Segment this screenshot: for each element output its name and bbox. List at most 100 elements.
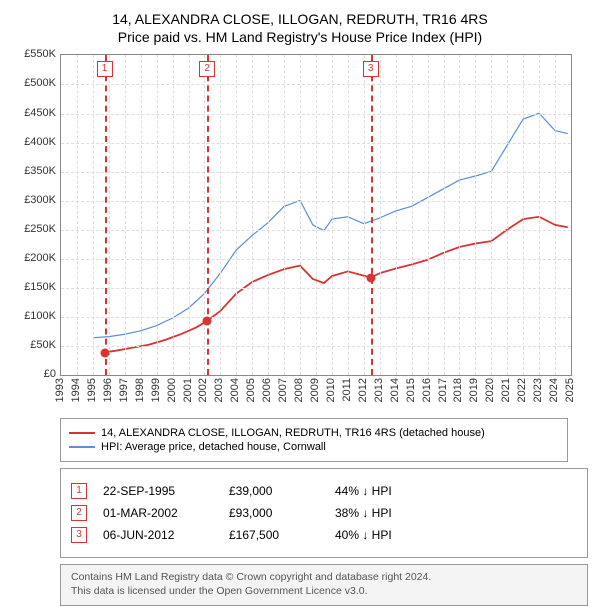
grid-x (125, 55, 126, 375)
x-axis-label: 1993 (54, 378, 66, 402)
footer-box: Contains HM Land Registry data © Crown c… (60, 564, 588, 605)
x-axis-label: 2007 (277, 378, 289, 402)
marker-number: 1 (97, 61, 113, 77)
grid-x (141, 55, 142, 375)
x-axis-label: 2011 (341, 378, 353, 402)
chart-container: 123 £0 £50K £100K £150K £200K £250K £300K £350K… (10, 54, 570, 414)
x-axis-label: 2019 (468, 378, 480, 402)
legend-swatch (69, 432, 95, 434)
grid-x (189, 55, 190, 375)
x-axis-label: 1994 (70, 378, 82, 402)
grid-x (539, 55, 540, 375)
grid-x (332, 55, 333, 375)
grid-x (396, 55, 397, 375)
grid-x (77, 55, 78, 375)
sales-number: 3 (71, 527, 87, 543)
y-axis-label: £450K (10, 107, 56, 119)
x-axis-label: 2004 (229, 378, 241, 402)
x-axis-label: 2009 (309, 378, 321, 402)
x-axis-label: 2010 (325, 378, 337, 402)
marker-line (105, 55, 107, 375)
grid-x (204, 55, 205, 375)
grid-x (491, 55, 492, 375)
x-axis-label: 2023 (532, 378, 544, 402)
grid-x (475, 55, 476, 375)
sales-number: 2 (71, 505, 87, 521)
chart-title-2: Price paid vs. HM Land Registry's House … (10, 28, 590, 46)
x-axis-label: 2002 (197, 378, 209, 402)
sales-row: 122-SEP-1995£39,00044% ↓ HPI (71, 483, 577, 499)
grid-x (412, 55, 413, 375)
sales-date: 22-SEP-1995 (103, 484, 213, 498)
y-axis-label: £100K (10, 310, 56, 322)
sales-price: £39,000 (229, 484, 319, 498)
grid-x (284, 55, 285, 375)
grid-x (444, 55, 445, 375)
x-axis-label: 2000 (166, 378, 178, 402)
legend-row: HPI: Average price, detached house, Corn… (69, 441, 559, 453)
grid-x (428, 55, 429, 375)
grid-x (157, 55, 158, 375)
marker-line (371, 55, 373, 375)
grid-x (252, 55, 253, 375)
grid-x (459, 55, 460, 375)
x-axis-label: 2013 (373, 378, 385, 402)
y-axis-label: £300K (10, 194, 56, 206)
grid-x (93, 55, 94, 375)
grid-x (555, 55, 556, 375)
sales-diff: 38% ↓ HPI (335, 506, 392, 520)
grid-x (268, 55, 269, 375)
sales-price: £93,000 (229, 506, 319, 520)
y-axis-label: £50K (10, 339, 56, 351)
sales-table: 122-SEP-1995£39,00044% ↓ HPI201-MAR-2002… (60, 468, 588, 558)
footer-line-2: This data is licensed under the Open Gov… (71, 585, 577, 599)
marker-dot (100, 348, 109, 357)
x-axis-label: 2022 (516, 378, 528, 402)
grid-x (523, 55, 524, 375)
x-axis-label: 1998 (134, 378, 146, 402)
grid-x (380, 55, 381, 375)
plot-area: 123 (60, 54, 572, 376)
legend-row: 14, ALEXANDRA CLOSE, ILLOGAN, REDRUTH, T… (69, 427, 559, 439)
x-axis-label: 1996 (102, 378, 114, 402)
x-axis-label: 1999 (150, 378, 162, 402)
grid-x (348, 55, 349, 375)
grid-x (316, 55, 317, 375)
grid-x (364, 55, 365, 375)
x-axis-label: 2006 (261, 378, 273, 402)
y-axis-label: £400K (10, 136, 56, 148)
series-hpi (93, 114, 568, 339)
footer-line-1: Contains HM Land Registry data © Crown c… (71, 571, 577, 585)
legend-swatch (69, 446, 95, 448)
sales-diff: 40% ↓ HPI (335, 528, 392, 542)
x-axis-label: 2001 (182, 378, 194, 402)
x-axis-label: 2014 (389, 378, 401, 402)
grid-x (236, 55, 237, 375)
sales-number: 1 (71, 483, 87, 499)
x-axis-label: 2003 (213, 378, 225, 402)
marker-line (207, 55, 209, 375)
x-axis-label: 2016 (421, 378, 433, 402)
x-axis-label: 1997 (118, 378, 130, 402)
x-axis-label: 2025 (564, 378, 576, 402)
x-axis-label: 2008 (293, 378, 305, 402)
marker-number: 3 (363, 61, 379, 77)
y-axis-label: £150K (10, 281, 56, 293)
x-axis-label: 2005 (245, 378, 257, 402)
grid-x (507, 55, 508, 375)
y-axis-label: £200K (10, 252, 56, 264)
x-axis-label: 2015 (405, 378, 417, 402)
y-axis-label: £350K (10, 165, 56, 177)
sales-date: 01-MAR-2002 (103, 506, 213, 520)
marker-dot (366, 273, 375, 282)
sales-row: 306-JUN-2012£167,50040% ↓ HPI (71, 527, 577, 543)
sales-date: 06-JUN-2012 (103, 528, 213, 542)
x-axis-label: 2018 (452, 378, 464, 402)
y-axis-label: £0 (10, 368, 56, 380)
y-axis-label: £250K (10, 223, 56, 235)
chart-title-1: 14, ALEXANDRA CLOSE, ILLOGAN, REDRUTH, T… (10, 10, 590, 28)
series-property (105, 217, 568, 353)
marker-dot (203, 317, 212, 326)
grid-x (220, 55, 221, 375)
legend-label: HPI: Average price, detached house, Corn… (101, 441, 326, 453)
